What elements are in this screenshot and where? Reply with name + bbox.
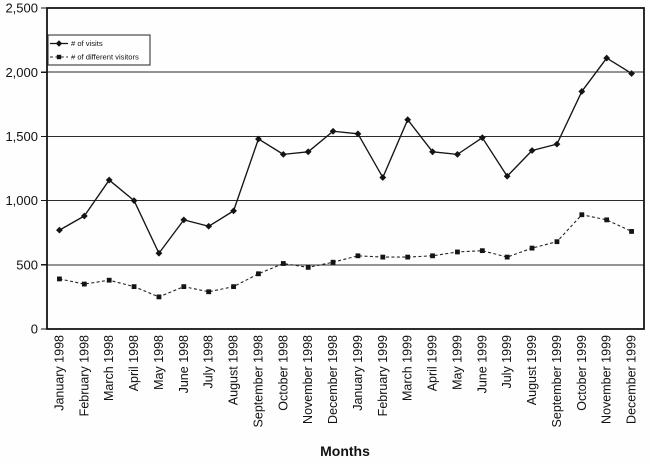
data-point-square — [206, 289, 212, 295]
data-point-diamond — [80, 212, 88, 220]
x-tick-label: August 1999 — [525, 335, 539, 405]
y-tick-label: 2,500 — [5, 1, 38, 16]
data-point-square — [131, 284, 137, 290]
data-point-square — [231, 284, 236, 290]
y-tick-label: 500 — [16, 257, 38, 272]
data-point-square — [479, 248, 485, 254]
series-visits — [56, 54, 635, 257]
x-tick-label: January 1999 — [351, 335, 365, 411]
data-point-square — [629, 229, 634, 234]
x-axis-labels: January 1998 February 1998 March 1998 April… — [52, 335, 638, 427]
legend-visitors-square-icon — [56, 54, 62, 60]
data-point-square — [280, 261, 286, 266]
plot-border — [46, 7, 645, 330]
x-tick-label: September 1998 — [251, 335, 265, 427]
x-tick-label: October 1998 — [276, 335, 290, 411]
data-point-diamond — [404, 116, 412, 124]
data-point-diamond — [603, 54, 611, 62]
series-line — [59, 214, 632, 298]
data-point-square — [181, 284, 187, 290]
x-tick-label: December 1998 — [326, 335, 340, 424]
data-point-diamond — [528, 147, 536, 154]
x-tick-label: June 1998 — [177, 335, 191, 393]
data-point-square — [355, 253, 361, 259]
data-point-square — [504, 254, 510, 260]
x-tick-label: April 1998 — [127, 335, 141, 391]
data-point-square — [455, 249, 460, 255]
data-point-square — [330, 259, 336, 265]
x-tick-label: November 1998 — [301, 335, 315, 424]
x-tick-label: April 1999 — [426, 335, 440, 391]
x-tick-label: February 1999 — [376, 335, 390, 416]
data-point-diamond — [180, 216, 188, 224]
x-tick-label: October 1999 — [575, 335, 589, 411]
legend-visits-label: # of visits — [71, 39, 103, 48]
gridlines — [47, 71, 644, 266]
legend-visits-diamond-icon — [55, 40, 63, 47]
data-point-diamond — [105, 176, 113, 184]
series-line — [59, 57, 632, 254]
data-point-square — [81, 281, 87, 287]
data-point-diamond — [553, 140, 561, 148]
data-point-diamond — [478, 134, 486, 142]
x-tick-label: March 1999 — [401, 335, 415, 401]
data-point-square — [156, 294, 162, 300]
data-point-diamond — [130, 197, 138, 204]
data-point-square — [106, 277, 112, 283]
data-point-diamond — [503, 172, 511, 180]
x-tick-label: July 1999 — [500, 335, 514, 389]
y-tick-label: 0 — [31, 322, 38, 337]
data-point-diamond — [354, 130, 362, 138]
legend: # of visits # of different visitors — [47, 34, 151, 66]
data-point-square — [57, 276, 62, 282]
x-tick-label: December 1999 — [625, 335, 639, 424]
data-point-diamond — [628, 70, 635, 77]
y-tick-label: 1,000 — [5, 193, 38, 208]
data-point-square — [604, 217, 610, 223]
data-point-diamond — [429, 148, 436, 156]
x-tick-label: May 1999 — [450, 335, 464, 390]
x-tick-label: September 1999 — [550, 335, 564, 427]
y-tick-label: 1,500 — [5, 129, 38, 144]
x-tick-label: November 1999 — [600, 335, 614, 424]
data-point-square — [529, 245, 535, 251]
x-tick-label: January 1998 — [52, 335, 66, 411]
x-tick-label: May 1998 — [152, 335, 166, 390]
data-point-square — [305, 264, 311, 270]
y-tick-label: 2,000 — [5, 65, 38, 80]
x-tick-label: February 1998 — [77, 335, 91, 416]
x-tick-label: July 1998 — [202, 335, 216, 389]
data-point-square — [579, 212, 585, 218]
x-tick-label: June 1999 — [475, 335, 489, 393]
data-point-square — [380, 254, 386, 260]
data-point-diamond — [578, 88, 586, 95]
x-tick-label: August 1998 — [227, 335, 241, 405]
x-axis-title: Months — [320, 443, 370, 459]
x-tick-label: March 1998 — [102, 335, 116, 401]
data-point-square — [430, 253, 435, 259]
data-point-diamond — [279, 150, 287, 158]
data-point-diamond — [155, 249, 163, 257]
y-axis-labels: 0 500 1,000 1,500 2,000 2,500 — [5, 1, 38, 337]
data-point-diamond — [304, 148, 312, 156]
data-point-square — [405, 254, 411, 260]
legend-box — [47, 34, 151, 66]
y-axis-ticks — [41, 7, 47, 330]
data-point-diamond — [230, 207, 237, 215]
data-point-square — [256, 271, 261, 277]
data-point-square — [554, 239, 560, 245]
data-point-diamond — [205, 222, 213, 230]
data-point-diamond — [454, 150, 461, 158]
data-point-diamond — [56, 226, 63, 234]
data-point-diamond — [329, 127, 337, 135]
data-point-diamond — [255, 135, 262, 143]
legend-visitors-label: # of different visitors — [71, 53, 139, 62]
data-point-diamond — [379, 174, 387, 181]
series-visitors — [57, 212, 634, 300]
